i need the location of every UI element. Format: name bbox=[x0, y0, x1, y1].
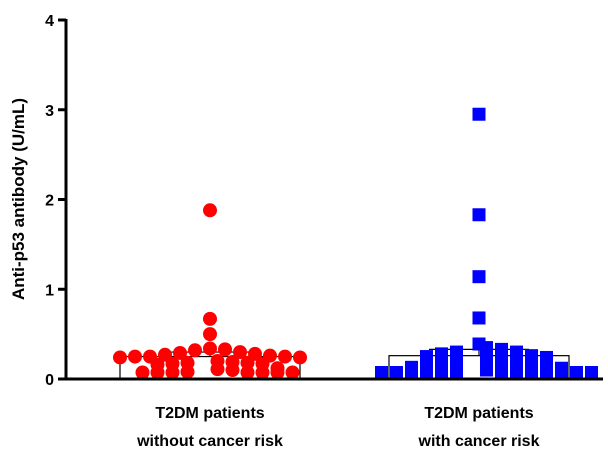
data-point bbox=[203, 341, 217, 356]
data-point bbox=[540, 366, 553, 379]
data-point bbox=[278, 349, 292, 364]
data-point bbox=[180, 364, 195, 379]
data-point bbox=[150, 365, 165, 380]
data-point bbox=[135, 365, 150, 380]
data-point bbox=[480, 363, 493, 377]
data-point bbox=[210, 362, 225, 377]
x-category-label: without cancer risk bbox=[136, 433, 283, 450]
data-point bbox=[450, 353, 463, 367]
y-axis-title: Anti-p53 antibody (U/mL) bbox=[9, 98, 28, 300]
x-labels-layer: T2DM patients without cancer risk T2DM pat… bbox=[136, 405, 539, 450]
x-category-label: with cancer risk bbox=[418, 433, 540, 450]
data-point bbox=[173, 345, 187, 360]
bars-layer bbox=[119, 355, 570, 380]
data-point bbox=[188, 343, 202, 358]
x-category-label: T2DM patients bbox=[155, 405, 264, 422]
data-point bbox=[113, 350, 127, 365]
y-tick-label: 4 bbox=[45, 13, 54, 30]
data-point bbox=[510, 366, 523, 379]
data-point bbox=[255, 365, 270, 380]
data-point bbox=[495, 365, 508, 379]
data-point bbox=[203, 327, 217, 342]
data-point bbox=[240, 355, 255, 370]
x-category-label: T2DM patients bbox=[424, 405, 533, 422]
y-tick-label: 1 bbox=[45, 282, 54, 299]
data-point bbox=[472, 107, 486, 121]
data-point bbox=[480, 351, 493, 365]
y-tick-label: 3 bbox=[45, 103, 54, 120]
data-point bbox=[203, 311, 217, 326]
data-point bbox=[405, 366, 418, 379]
data-point bbox=[240, 365, 255, 380]
y-tick-label: 2 bbox=[45, 193, 54, 210]
data-point bbox=[218, 342, 232, 357]
data-point bbox=[585, 366, 598, 379]
data-point bbox=[375, 366, 388, 379]
y-ticks-layer: 0 1 2 3 4 bbox=[45, 13, 66, 389]
data-point bbox=[420, 366, 433, 379]
data-point bbox=[270, 365, 285, 380]
data-point bbox=[165, 365, 180, 380]
data-point bbox=[233, 345, 247, 360]
data-point bbox=[225, 363, 240, 378]
data-point bbox=[435, 354, 448, 368]
data-point bbox=[293, 350, 307, 365]
data-point bbox=[480, 341, 493, 355]
data-point bbox=[495, 352, 508, 366]
data-point bbox=[472, 311, 486, 325]
data-point bbox=[510, 353, 523, 367]
points-layer bbox=[113, 107, 598, 380]
data-point bbox=[390, 366, 403, 379]
data-point bbox=[525, 366, 538, 379]
data-point bbox=[495, 342, 508, 356]
data-point bbox=[435, 366, 448, 379]
axes-layer bbox=[64, 19, 603, 381]
y-tick-label: 0 bbox=[45, 372, 54, 389]
data-point bbox=[128, 349, 142, 364]
data-point bbox=[203, 203, 217, 218]
data-point bbox=[472, 270, 486, 284]
data-point bbox=[555, 366, 568, 379]
data-point bbox=[285, 365, 300, 380]
data-point bbox=[450, 366, 463, 379]
data-point bbox=[570, 366, 583, 379]
data-point bbox=[472, 208, 486, 222]
